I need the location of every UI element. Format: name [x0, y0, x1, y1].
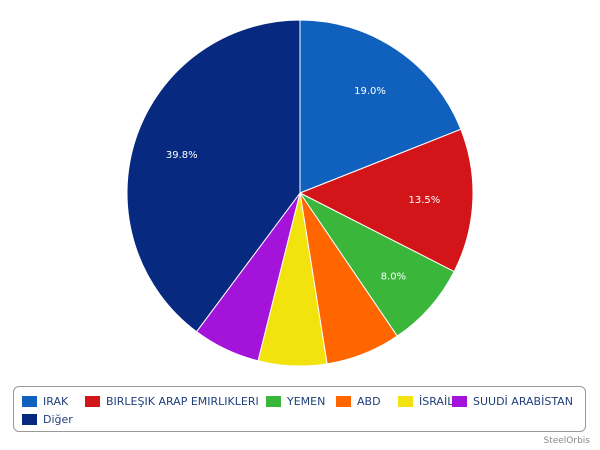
slice-data-label-2: 13.5%: [409, 195, 441, 206]
legend-swatch: [336, 395, 351, 407]
pie-slice-7[interactable]: [126, 19, 301, 333]
legend-swatch: [398, 395, 413, 407]
legend-item-3[interactable]: YEMEN: [266, 393, 325, 409]
legend-label: IRAK: [43, 394, 69, 408]
legend-label: Diğer: [43, 412, 73, 426]
legend-swatch: [452, 395, 467, 407]
legend-item-7[interactable]: Diğer: [22, 411, 73, 427]
watermark-text: SteelOrbis: [543, 436, 590, 446]
pie-slice-2[interactable]: [298, 128, 474, 273]
pie-chart-svg: 19.0% 13.5% 8.0% 39.8%: [126, 19, 474, 367]
legend-item-1[interactable]: IRAK: [22, 393, 68, 409]
legend-label: İSRAİL: [419, 394, 454, 408]
legend-label: ABD: [357, 394, 381, 408]
slice-data-label-1: 19.0%: [354, 86, 386, 97]
legend-swatch: [22, 395, 37, 407]
pie-chart: 19.0% 13.5% 8.0% 39.8%: [126, 19, 474, 367]
pie-slice-1[interactable]: [299, 19, 462, 194]
slice-data-label-7: 39.8%: [166, 150, 198, 161]
legend-label: YEMEN: [287, 394, 326, 408]
legend-item-4[interactable]: ABD: [336, 393, 381, 409]
legend-item-2[interactable]: BIRLEŞIK ARAP EMIRLIKLERI: [85, 393, 259, 409]
legend-swatch: [266, 395, 281, 407]
chart-legend: IRAK BIRLEŞIK ARAP EMIRLIKLERI YEMEN ABD İSR…: [13, 386, 586, 432]
legend-label: SUUDİ ARABİSTAN: [473, 394, 573, 408]
legend-swatch: [85, 395, 100, 407]
legend-label: BIRLEŞIK ARAP EMIRLIKLERI: [106, 394, 259, 408]
legend-item-5[interactable]: İSRAİL: [398, 393, 453, 409]
slice-data-label-3: 8.0%: [381, 271, 406, 282]
legend-item-6[interactable]: SUUDİ ARABİSTAN: [452, 393, 573, 409]
legend-swatch: [22, 413, 37, 425]
